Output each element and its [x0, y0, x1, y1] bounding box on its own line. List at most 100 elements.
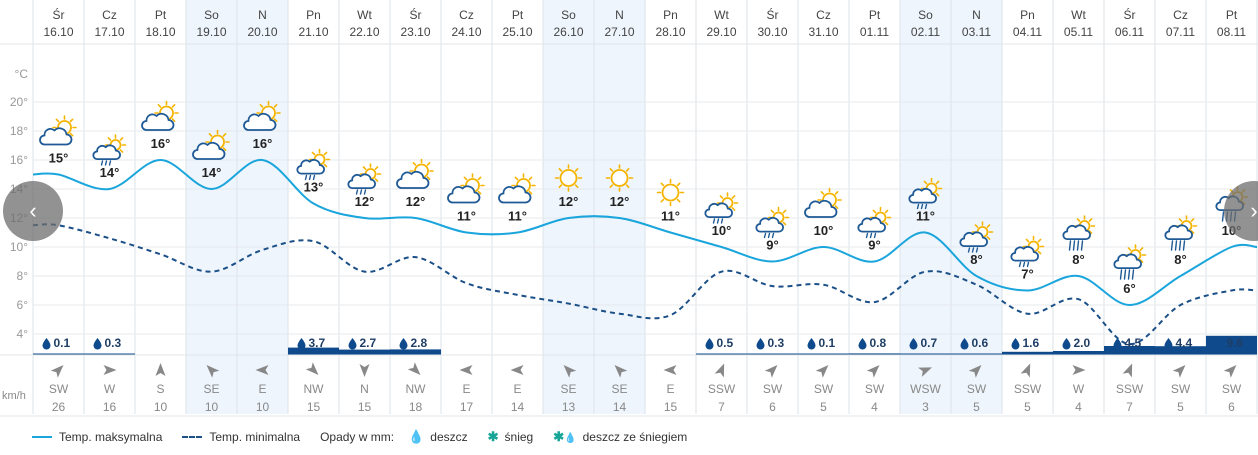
wind-arrow-icon [614, 365, 628, 378]
y-unit-label: °C [15, 67, 29, 81]
wind-speed-label: 5 [1024, 400, 1031, 414]
wind-speed-label: 6 [1228, 400, 1235, 414]
day-name-label: Wt [357, 8, 372, 22]
precip-value-label: 4.4 [1176, 336, 1193, 350]
prev-arrow-button[interactable]: ‹ [3, 181, 63, 241]
precip-value-label: 0.7 [921, 336, 938, 350]
day-date-label: 24.10 [451, 25, 481, 39]
wind-direction-label: SW [763, 382, 783, 396]
wind-arrow-icon [510, 365, 524, 375]
raindrop-icon [93, 338, 102, 350]
wind-speed-label: 26 [52, 400, 66, 414]
day-date-label: 22.10 [349, 25, 379, 39]
y-tick-label: 4° [17, 327, 29, 341]
partly-cloudy-heavy-rain-icon [1062, 215, 1096, 251]
wind-speed-label: 3 [922, 400, 929, 414]
wind-arrow-icon [1172, 365, 1186, 378]
wind-direction-label: E [462, 382, 470, 396]
precip-value-label: 3.7 [309, 336, 326, 350]
wind-speed-label: 5 [973, 400, 980, 414]
day-date-label: 07.11 [1166, 25, 1195, 39]
day-date-label: 30.10 [757, 25, 787, 39]
max-temp-label: 16° [253, 136, 273, 151]
legend-min-label: Temp. minimalna [209, 430, 301, 444]
precip-label-group: 1.6 [1011, 336, 1040, 350]
day-date-label: 28.10 [655, 25, 685, 39]
partly-cloudy-rain-icon [857, 206, 892, 239]
y-tick-label: 16° [10, 153, 28, 167]
wind-direction-label: S [156, 382, 164, 396]
day-date-label: 20.10 [247, 25, 277, 39]
wind-direction-label: E [513, 382, 521, 396]
max-temp-label: 11° [661, 209, 680, 224]
max-temp-label: 6° [1123, 281, 1135, 296]
wind-arrow-icon [359, 364, 370, 377]
raindrop-icon [1164, 338, 1173, 350]
max-temp-label: 12° [610, 194, 630, 209]
raindrop-icon [1215, 338, 1224, 350]
precip-value-label: 0.5 [717, 336, 734, 350]
precip-label-group: 2.0 [1062, 336, 1091, 350]
precip-value-label: 0.3 [105, 336, 122, 350]
wind-speed-label: 14 [613, 400, 627, 414]
max-temp-label: 14° [202, 165, 222, 180]
wind-direction-label: E [258, 382, 266, 396]
wind-speed-label: 4 [1075, 400, 1082, 414]
wind-arrow-icon [1122, 363, 1133, 378]
wind-speed-label: 10 [256, 400, 270, 414]
partly-cloudy-rain-icon [959, 221, 994, 253]
precip-label-group: 3.7 [297, 336, 326, 350]
snowflake-icon: ✱ [487, 429, 499, 444]
day-name-label: N [972, 8, 981, 22]
legend-rain: 💧 deszcz [408, 429, 468, 445]
day-name-label: Śr [53, 7, 65, 22]
raindrop-icon [399, 338, 408, 350]
wind-speed-label: 10 [205, 400, 219, 414]
legend-rain-label: deszcz [430, 430, 468, 444]
wind-arrow-icon [206, 365, 220, 378]
precip-value-label: 0.1 [54, 336, 71, 350]
max-temp-label: 11° [508, 209, 527, 224]
precip-value-label: 2.7 [360, 336, 377, 350]
day-date-label: 06.11 [1115, 25, 1144, 39]
day-name-label: Pt [155, 8, 167, 22]
precip-bar [747, 353, 798, 355]
y-tick-label: 10° [10, 240, 28, 254]
precip-bar [696, 353, 747, 355]
wind-arrow-icon [1223, 365, 1237, 378]
y-tick-label: 8° [17, 269, 29, 283]
wind-arrow-icon [968, 365, 982, 378]
precip-bar [1053, 351, 1104, 355]
wind-arrow-icon [155, 363, 166, 376]
precip-label-group: 0.8 [858, 336, 887, 350]
legend-precip-title: Opady w mm: [320, 430, 395, 444]
day-name-label: Pn [1020, 8, 1035, 22]
weekend-column-bg [951, 0, 1002, 414]
day-date-label: 16.10 [43, 25, 73, 39]
max-temp-label: 8° [1072, 252, 1084, 267]
max-temp-label: 10° [712, 223, 732, 238]
wind-speed-label: 14 [511, 400, 525, 414]
sun-icon [656, 178, 685, 207]
weekend-column-bg [543, 0, 594, 414]
wind-direction-label: NW [304, 382, 325, 396]
wind-direction-label: SW [1171, 382, 1191, 396]
max-temp-label: 13° [304, 180, 324, 195]
day-date-label: 25.10 [502, 25, 532, 39]
precip-value-label: 0.6 [972, 336, 989, 350]
day-name-label: So [561, 8, 576, 22]
day-name-label: So [918, 8, 933, 22]
wind-arrow-icon [714, 363, 725, 378]
sun-icon [554, 164, 583, 192]
y-tick-label: 18° [10, 124, 28, 138]
raindrop-icon [909, 338, 918, 350]
wind-arrow-icon [563, 365, 577, 378]
wind-speed-label: 6 [769, 400, 776, 414]
day-name-label: So [204, 8, 219, 22]
precip-label-group: 0.5 [705, 336, 734, 350]
wind-arrow-icon [1072, 365, 1086, 375]
max-temp-label: 14° [100, 165, 120, 180]
wind-direction-label: W [1073, 382, 1085, 396]
raindrop-icon [1011, 338, 1020, 350]
day-date-label: 05.11 [1064, 25, 1093, 39]
